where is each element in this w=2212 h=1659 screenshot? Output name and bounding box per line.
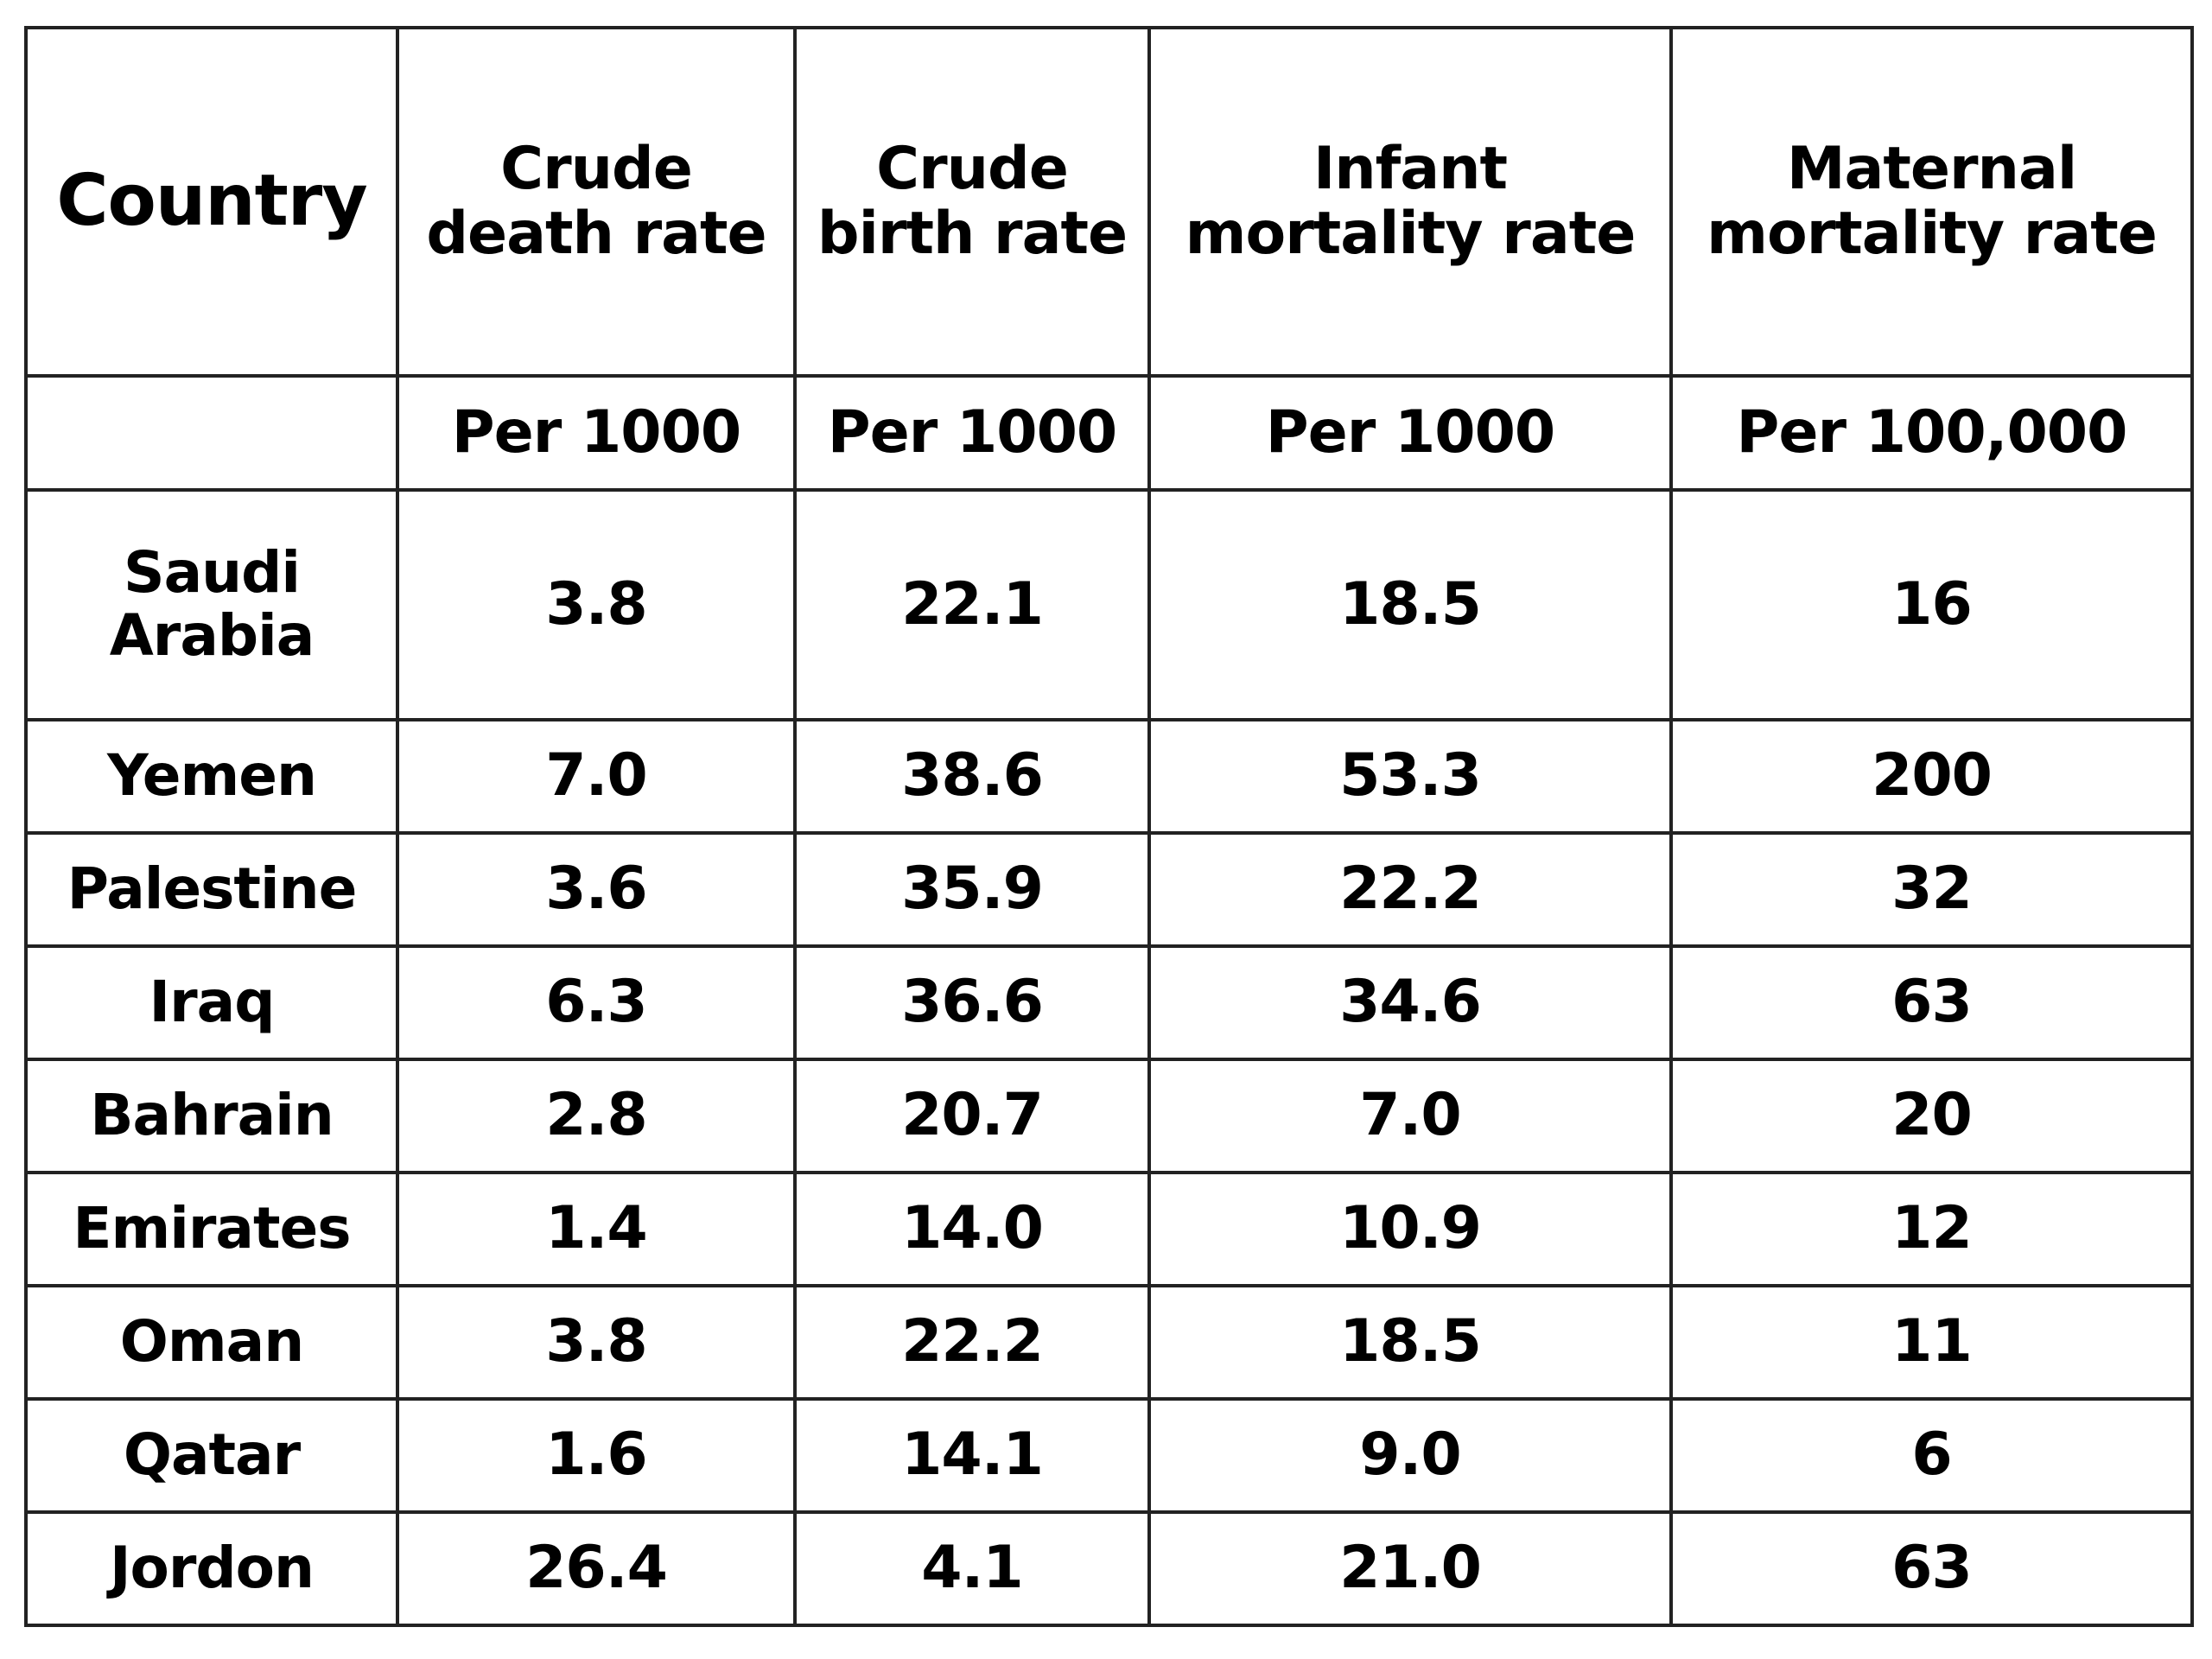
crude-death-rate-cell: 3.8	[396, 488, 797, 721]
country-cell: Yemen	[24, 718, 399, 835]
country-name-line-1: Saudi	[124, 539, 301, 607]
unit-crude-birth-rate: Per 1000	[793, 374, 1151, 492]
header-country-label: Country	[56, 160, 367, 243]
country-name-line-2: Arabia	[109, 602, 315, 669]
header-maternal-mortality-rate: Maternal mortality rate	[1669, 26, 2194, 378]
maternal-mortality-rate-cell: 12	[1669, 1171, 2194, 1287]
header-row: Country Crude death rate Crude birth rat…	[24, 26, 2194, 378]
country-cell: Iraq	[24, 944, 399, 1061]
unit-crude-death-rate: Per 1000	[396, 374, 797, 492]
infant-mortality-rate-cell: 10.9	[1147, 1171, 1673, 1287]
header-maternal-mortality-rate-line-1: Maternal	[1786, 134, 2077, 203]
stats-table-container: Country Crude death rate Crude birth rat…	[24, 26, 2194, 1627]
crude-birth-rate-cell: 22.2	[793, 1284, 1151, 1401]
maternal-mortality-rate-cell: 32	[1669, 831, 2194, 948]
header-maternal-mortality-rate-line-2: mortality rate	[1707, 199, 2158, 268]
crude-death-rate-cell: 2.8	[396, 1058, 797, 1174]
crude-death-rate-cell: 26.4	[396, 1510, 797, 1627]
table-row: Saudi Arabia 3.8 22.1 18.5 16	[24, 488, 2194, 721]
crude-birth-rate-cell: 4.1	[793, 1510, 1151, 1627]
header-crude-death-rate-line-1: Crude	[500, 134, 693, 203]
header-crude-birth-rate-line-1: Crude	[876, 134, 1069, 203]
table-row: Emirates 1.4 14.0 10.9 12	[24, 1171, 2194, 1287]
country-cell: Oman	[24, 1284, 399, 1401]
unit-row: Per 1000 Per 1000 Per 1000 Per 100,000	[24, 374, 2194, 492]
country-cell: Palestine	[24, 831, 399, 948]
maternal-mortality-rate-cell: 63	[1669, 944, 2194, 1061]
table-row: Palestine 3.6 35.9 22.2 32	[24, 831, 2194, 948]
header-infant-mortality-rate-line-2: mortality rate	[1185, 199, 1637, 268]
maternal-mortality-rate-cell: 20	[1669, 1058, 2194, 1174]
header-infant-mortality-rate-line-1: Infant	[1313, 134, 1508, 203]
health-statistics-table: Country Crude death rate Crude birth rat…	[24, 26, 2194, 1627]
infant-mortality-rate-cell: 53.3	[1147, 718, 1673, 835]
crude-death-rate-cell: 1.6	[396, 1397, 797, 1514]
table-row: Iraq 6.3 36.6 34.6 63	[24, 944, 2194, 1061]
maternal-mortality-rate-cell: 16	[1669, 488, 2194, 721]
header-crude-birth-rate: Crude birth rate	[793, 26, 1151, 378]
infant-mortality-rate-cell: 18.5	[1147, 1284, 1673, 1401]
crude-birth-rate-cell: 14.0	[793, 1171, 1151, 1287]
crude-birth-rate-cell: 20.7	[793, 1058, 1151, 1174]
country-cell: Bahrain	[24, 1058, 399, 1174]
maternal-mortality-rate-cell: 63	[1669, 1510, 2194, 1627]
unit-country	[24, 374, 399, 492]
crude-birth-rate-cell: 38.6	[793, 718, 1151, 835]
header-crude-death-rate: Crude death rate	[396, 26, 797, 378]
country-cell: Qatar	[24, 1397, 399, 1514]
maternal-mortality-rate-cell: 200	[1669, 718, 2194, 835]
crude-birth-rate-cell: 36.6	[793, 944, 1151, 1061]
header-crude-death-rate-line-2: death rate	[426, 199, 766, 268]
crude-death-rate-cell: 7.0	[396, 718, 797, 835]
crude-birth-rate-cell: 22.1	[793, 488, 1151, 721]
infant-mortality-rate-cell: 7.0	[1147, 1058, 1673, 1174]
crude-death-rate-cell: 1.4	[396, 1171, 797, 1287]
table-row: Qatar 1.6 14.1 9.0 6	[24, 1397, 2194, 1514]
infant-mortality-rate-cell: 9.0	[1147, 1397, 1673, 1514]
infant-mortality-rate-cell: 18.5	[1147, 488, 1673, 721]
infant-mortality-rate-cell: 34.6	[1147, 944, 1673, 1061]
infant-mortality-rate-cell: 22.2	[1147, 831, 1673, 948]
crude-death-rate-cell: 3.6	[396, 831, 797, 948]
crude-death-rate-cell: 6.3	[396, 944, 797, 1061]
table-row: Bahrain 2.8 20.7 7.0 20	[24, 1058, 2194, 1174]
crude-death-rate-cell: 3.8	[396, 1284, 797, 1401]
unit-infant-mortality-rate: Per 1000	[1147, 374, 1673, 492]
unit-maternal-mortality-rate: Per 100,000	[1669, 374, 2194, 492]
infant-mortality-rate-cell: 21.0	[1147, 1510, 1673, 1627]
table-row: Jordon 26.4 4.1 21.0 63	[24, 1510, 2194, 1627]
header-crude-birth-rate-line-2: birth rate	[817, 199, 1128, 268]
header-infant-mortality-rate: Infant mortality rate	[1147, 26, 1673, 378]
table-row: Yemen 7.0 38.6 53.3 200	[24, 718, 2194, 835]
country-cell: Jordon	[24, 1510, 399, 1627]
maternal-mortality-rate-cell: 6	[1669, 1397, 2194, 1514]
maternal-mortality-rate-cell: 11	[1669, 1284, 2194, 1401]
country-cell: Saudi Arabia	[24, 488, 399, 721]
country-cell: Emirates	[24, 1171, 399, 1287]
crude-birth-rate-cell: 35.9	[793, 831, 1151, 948]
table-row: Oman 3.8 22.2 18.5 11	[24, 1284, 2194, 1401]
header-country: Country	[24, 26, 399, 378]
crude-birth-rate-cell: 14.1	[793, 1397, 1151, 1514]
